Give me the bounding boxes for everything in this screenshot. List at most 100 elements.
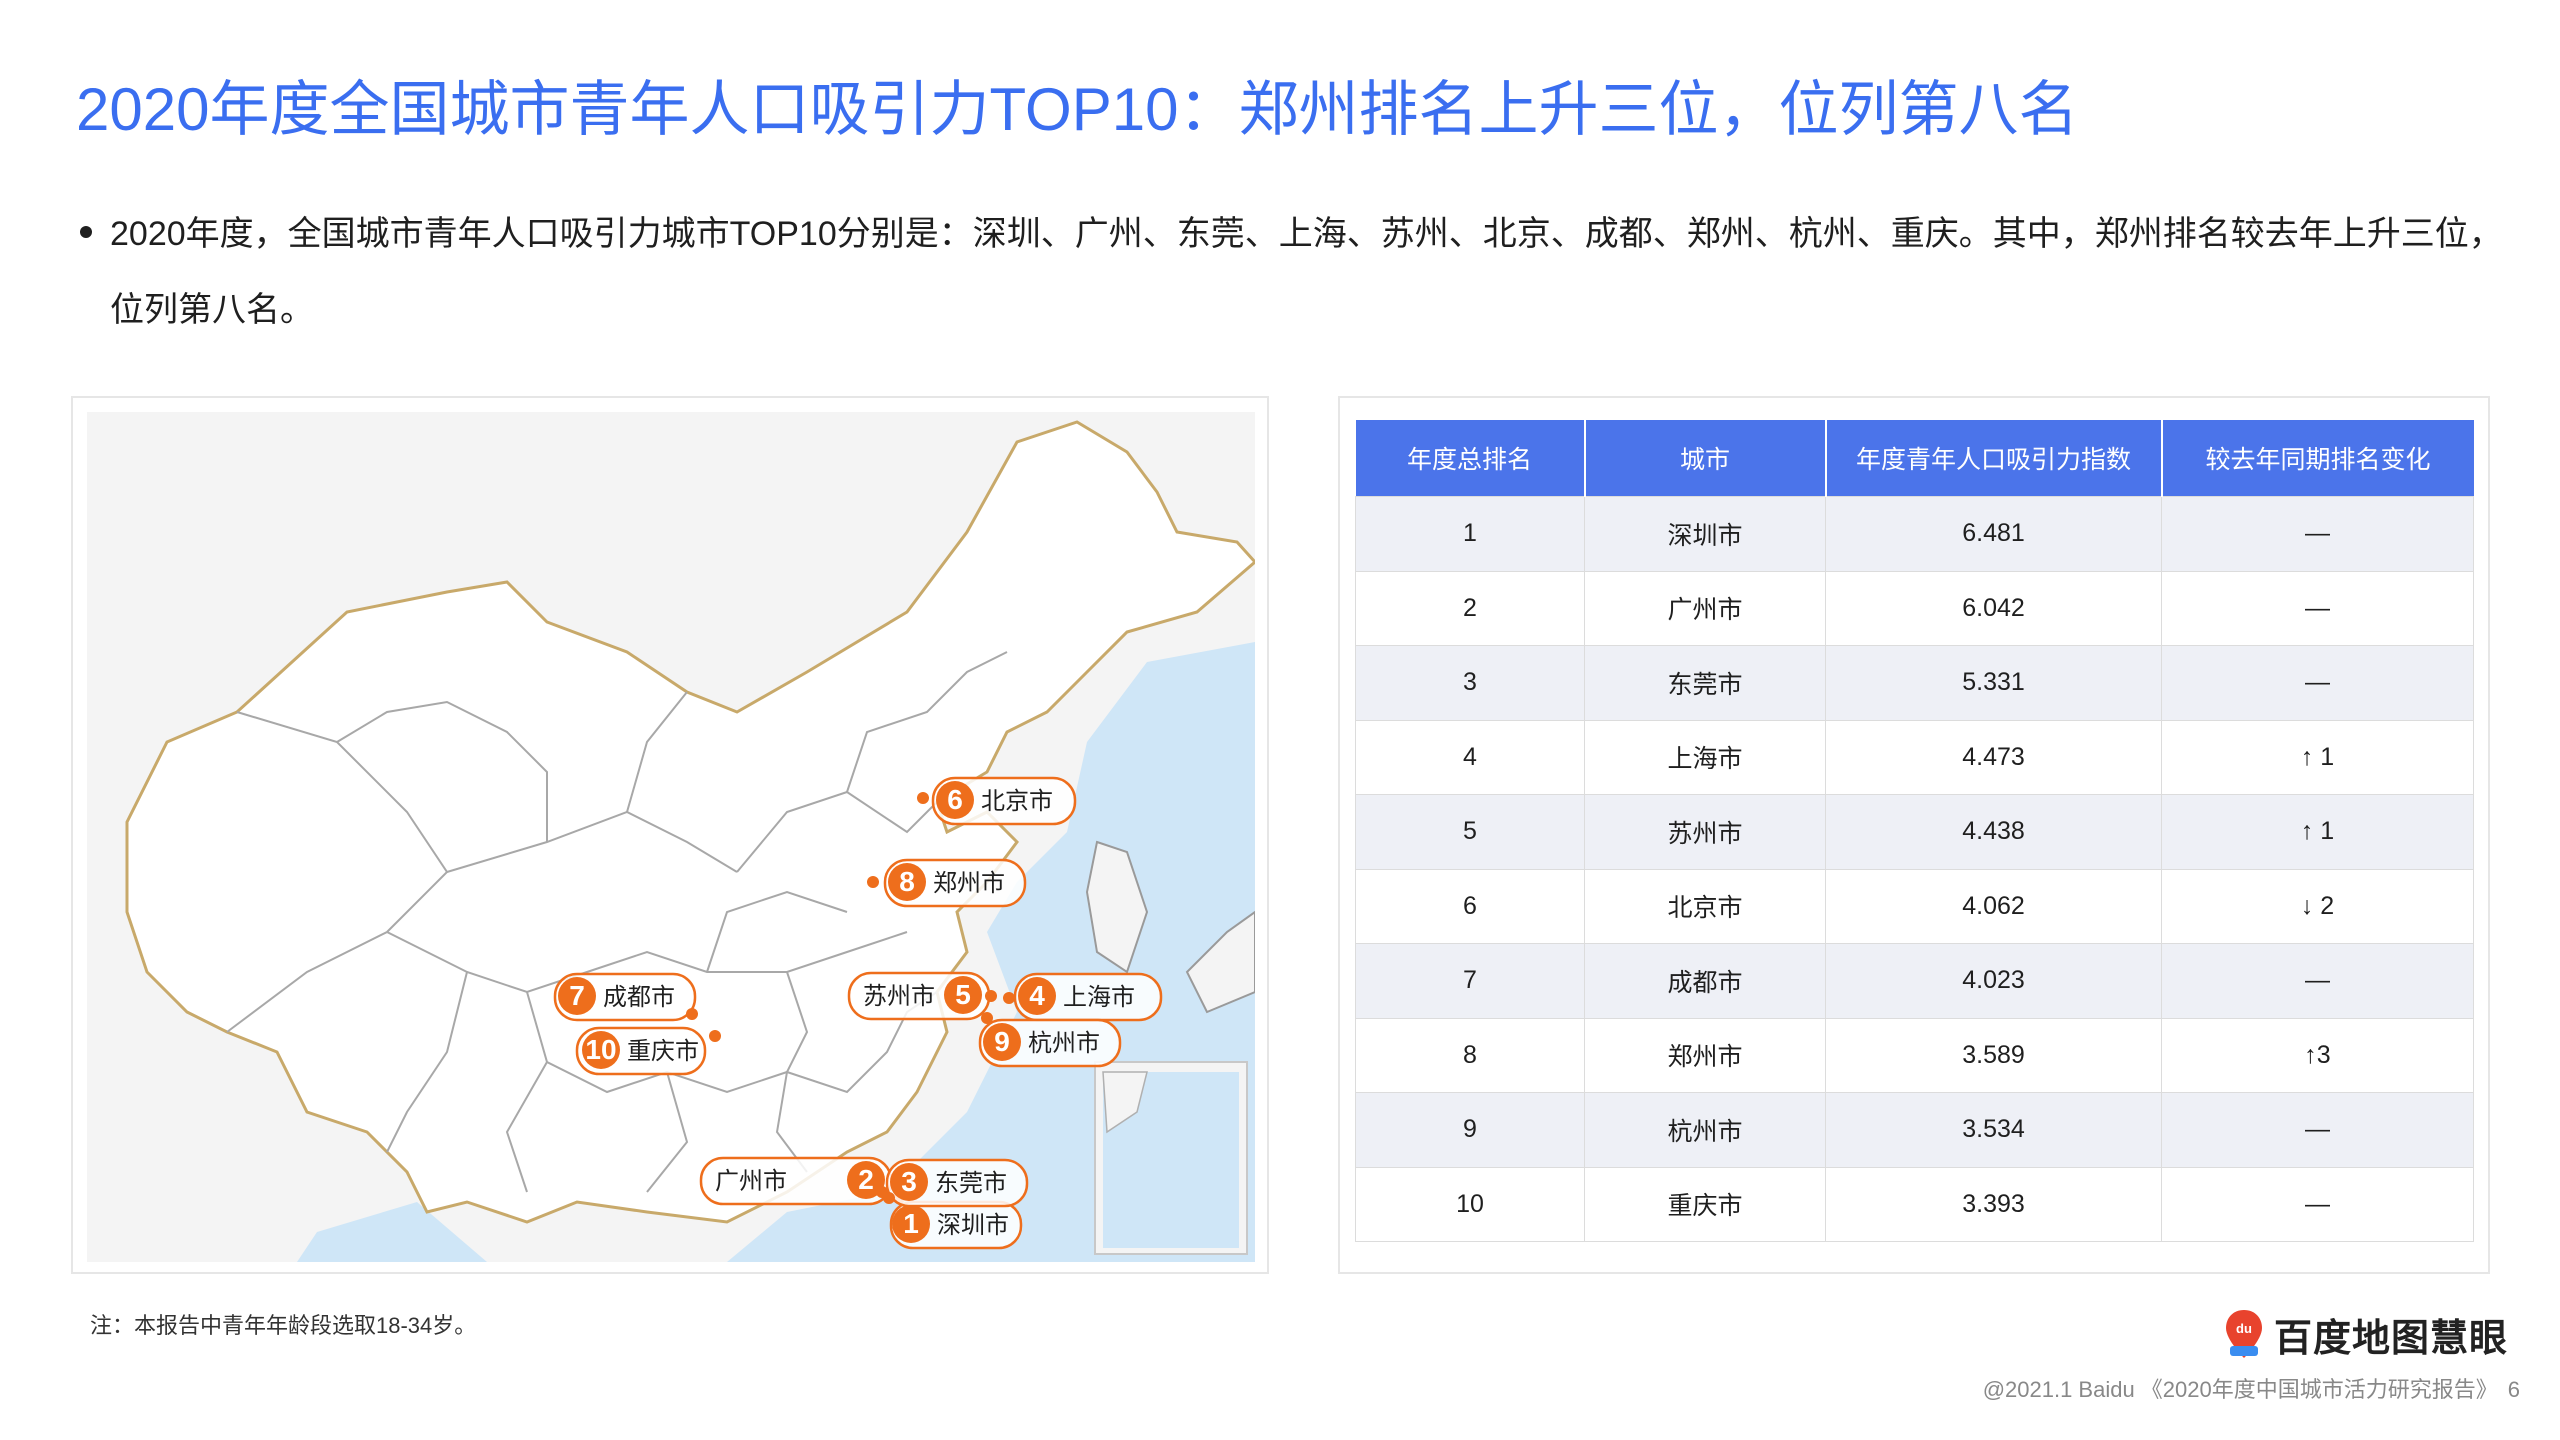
city-label: 杭州市: [1028, 1030, 1100, 1057]
city-location-dot: [1003, 992, 1015, 1004]
city-label: 北京市: [981, 788, 1053, 815]
city-cell: 郑州市: [1584, 1017, 1826, 1093]
table-row: 1 深圳市 6.481—: [1355, 496, 2474, 572]
ranking-table: 年度总排名 城市 年度青年人口吸引力指数 较去年同期排名变化 1 深圳市 6.481…: [1355, 420, 2474, 1242]
table-row: 9 杭州市 3.534—: [1355, 1092, 2474, 1168]
change-cell: —: [2161, 645, 2474, 721]
city-location-dot: [867, 876, 879, 888]
city-label: 苏州市: [863, 983, 935, 1010]
city-marker: 9 杭州市: [978, 1012, 1122, 1068]
rank-badge: [983, 1023, 1021, 1061]
city-label: 重庆市: [627, 1038, 699, 1065]
rank-cell: 10: [1355, 1166, 1585, 1242]
rank-number: 8: [899, 866, 915, 897]
city-label: 上海市: [1063, 984, 1135, 1011]
rank-badge: [936, 781, 974, 819]
bay-area: [297, 1202, 487, 1262]
page-number: 6: [2507, 1377, 2520, 1402]
rank-cell: 3: [1355, 645, 1585, 721]
city-location-dot: [985, 990, 997, 1002]
logo-badge-text: du: [2236, 1321, 2252, 1336]
table-row: 4 上海市 4.473 ↑ 1: [1355, 719, 2474, 795]
rank-number: 10: [585, 1034, 616, 1065]
table-row: 7 成都市 4.023—: [1355, 943, 2474, 1019]
change-cell: —: [2161, 496, 2474, 572]
change-cell: —: [2161, 1092, 2474, 1168]
city-marker: 4 上海市: [1003, 972, 1163, 1022]
rank-badge: [944, 976, 982, 1014]
japan-shape: [1185, 910, 1255, 1014]
city-cell: 深圳市: [1584, 496, 1826, 572]
city-label: 东莞市: [935, 1170, 1007, 1197]
change-cell: —: [2161, 570, 2474, 646]
city-location-dot: [917, 792, 929, 804]
city-location-dot: [981, 1012, 993, 1024]
table-body: 1 深圳市 6.481—2 广州市 6.042—3 东莞市 5.331—4 上海市 4.473 ↑…: [1355, 496, 2474, 1242]
bullet-dot-icon: [80, 226, 92, 238]
ranking-table-panel: 年度总排名 城市 年度青年人口吸引力指数 较去年同期排名变化 1 深圳市 6.481…: [1338, 396, 2490, 1274]
rank-badge: [847, 1161, 885, 1199]
city-cell: 上海市: [1584, 719, 1826, 795]
table-header-row: 年度总排名 城市 年度青年人口吸引力指数 较去年同期排名变化: [1355, 420, 2474, 497]
table-row: 8 郑州市 3.589 ↑3: [1355, 1017, 2474, 1093]
index-cell: 4.438: [1825, 794, 2162, 870]
rank-badge: [582, 1031, 620, 1069]
rank-number: 5: [955, 979, 971, 1010]
header-rank: 年度总排名: [1355, 420, 1586, 497]
rank-cell: 4: [1355, 719, 1585, 795]
rank-number: 1: [903, 1208, 919, 1239]
footer-text: @2021.1 Baidu 《2020年度中国城市活力研究报告》: [1982, 1377, 2498, 1402]
summary-bullet: 2020年度，全国城市青年人口吸引力城市TOP10分别是：深圳、广州、东莞、上海…: [80, 196, 2520, 348]
city-cell: 广州市: [1584, 570, 1826, 646]
rank-cell: 2: [1355, 570, 1585, 646]
logo-text: 百度地图慧眼: [2274, 1317, 2509, 1360]
index-cell: 6.481: [1825, 496, 2162, 572]
summary-text: 2020年度，全国城市青年人口吸引力城市TOP10分别是：深圳、广州、东莞、上海…: [110, 215, 2503, 329]
rank-number: 2: [858, 1164, 874, 1195]
index-cell: 5.331: [1825, 645, 2162, 721]
rank-badge: [1018, 977, 1056, 1015]
rank-cell: 5: [1355, 794, 1585, 870]
city-marker: 8 郑州市: [867, 858, 1027, 908]
rank-number: 6: [947, 784, 963, 815]
city-marker: 6 北京市: [917, 776, 1077, 826]
change-cell: ↑ 1: [2161, 719, 2474, 795]
rank-cell: 8: [1355, 1017, 1585, 1093]
index-cell: 3.393: [1825, 1166, 2162, 1242]
change-cell: —: [2161, 943, 2474, 1019]
city-cell: 北京市: [1584, 868, 1826, 944]
china-map-panel: 1 深圳市 2 广州市 3 东莞市 4 上海市 5 苏州市 6 北京市 7 成都市 8 郑州市 9 杭州市 10 重庆…: [71, 396, 1269, 1274]
change-cell: ↑ 1: [2161, 794, 2474, 870]
china-map: 1 深圳市 2 广州市 3 东莞市 4 上海市 5 苏州市 6 北京市 7 成都市 8 郑州市 9 杭州市 10 重庆…: [87, 412, 1255, 1262]
header-city: 城市: [1584, 420, 1827, 497]
city-label: 成都市: [603, 984, 675, 1011]
city-markers: 1 深圳市 2 广州市 3 东莞市 4 上海市 5 苏州市 6 北京市 7 成都市 8 郑州市 9 杭州市 10 重庆…: [553, 776, 1163, 1250]
change-cell: —: [2161, 1166, 2474, 1242]
index-cell: 3.589: [1825, 1017, 2162, 1093]
footnote: 注：本报告中青年年龄段选取18-34岁。: [90, 1313, 477, 1338]
index-cell: 6.042: [1825, 570, 2162, 646]
change-cell: ↓ 2: [2161, 868, 2474, 944]
city-label: 深圳市: [937, 1212, 1009, 1239]
baidu-map-logo: du 百度地图慧眼: [2224, 1306, 2508, 1362]
rank-badge: [558, 977, 596, 1015]
footer: @2021.1 Baidu 《2020年度中国城市活力研究报告》 6: [1983, 1372, 2520, 1404]
city-cell: 东莞市: [1584, 645, 1826, 721]
city-cell: 重庆市: [1584, 1166, 1826, 1242]
index-cell: 4.473: [1825, 719, 2162, 795]
city-cell: 成都市: [1584, 943, 1826, 1019]
table-row: 5 苏州市 4.438 ↑ 1: [1355, 794, 2474, 870]
city-marker: 2 广州市: [699, 1156, 893, 1206]
rank-badge: [890, 1163, 928, 1201]
rank-number: 7: [569, 980, 585, 1011]
rank-badge: [888, 863, 926, 901]
rank-badge: [892, 1205, 930, 1243]
rank-cell: 1: [1355, 496, 1585, 572]
city-marker: 3 东莞市: [883, 1158, 1029, 1208]
page-title: 2020年度全国城市青年人口吸引力TOP10：郑州排名上升三位，位列第八名: [76, 76, 2079, 143]
city-label: 广州市: [715, 1168, 787, 1195]
rank-number: 4: [1029, 980, 1045, 1011]
rank-cell: 7: [1355, 943, 1585, 1019]
table-row: 6 北京市 4.062 ↓ 2: [1355, 868, 2474, 944]
korea-shape: [1085, 840, 1149, 974]
